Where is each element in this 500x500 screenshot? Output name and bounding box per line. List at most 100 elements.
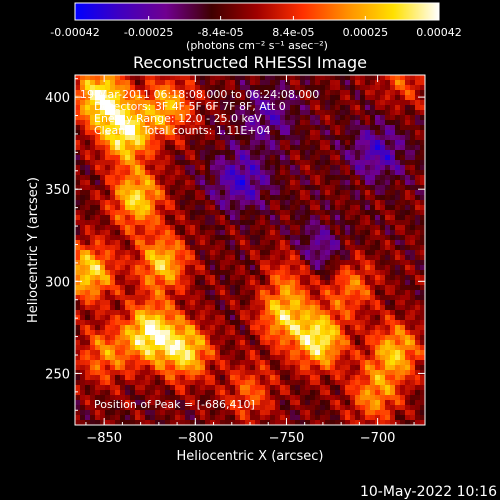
heatmap-cell xyxy=(305,395,311,401)
heatmap-cell xyxy=(190,255,196,261)
heatmap-cell xyxy=(125,115,131,121)
heatmap-cell xyxy=(110,325,116,331)
heatmap-cell xyxy=(400,85,406,91)
heatmap-cell xyxy=(220,150,226,156)
heatmap-cell xyxy=(375,325,381,331)
heatmap-cell xyxy=(120,385,126,391)
heatmap-cell xyxy=(245,155,251,161)
heatmap-cell xyxy=(195,275,201,281)
heatmap-cell xyxy=(340,400,346,406)
heatmap-cell xyxy=(135,95,141,101)
heatmap-cell xyxy=(75,240,81,246)
heatmap-cell xyxy=(315,280,321,286)
heatmap-cell xyxy=(180,360,186,366)
heatmap-cell xyxy=(295,245,301,251)
heatmap-cell xyxy=(260,255,266,261)
heatmap-cell xyxy=(295,100,301,106)
heatmap-cell xyxy=(325,390,331,396)
heatmap-cell xyxy=(315,310,321,316)
heatmap-cell xyxy=(210,95,216,101)
heatmap-cell xyxy=(215,155,221,161)
heatmap-cell xyxy=(95,200,101,206)
heatmap-cell xyxy=(165,380,171,386)
heatmap-cell xyxy=(130,310,136,316)
heatmap-cell xyxy=(180,235,186,241)
heatmap-cell xyxy=(180,365,186,371)
heatmap-cell xyxy=(280,240,286,246)
heatmap-cell xyxy=(215,325,221,331)
heatmap-cell xyxy=(135,365,141,371)
heatmap-cell xyxy=(140,385,146,391)
heatmap-cell xyxy=(345,380,351,386)
heatmap-cell xyxy=(175,140,181,146)
heatmap-cell xyxy=(155,75,161,81)
heatmap-cell xyxy=(345,225,351,231)
heatmap-cell xyxy=(280,255,286,261)
heatmap-cell xyxy=(365,375,371,381)
heatmap-cell xyxy=(340,330,346,336)
heatmap-cell xyxy=(360,420,366,426)
heatmap-cell xyxy=(310,310,316,316)
heatmap-cell xyxy=(85,365,91,371)
heatmap-cell xyxy=(320,235,326,241)
heatmap-cell xyxy=(400,150,406,156)
heatmap-cell xyxy=(385,355,391,361)
heatmap-cell xyxy=(170,380,176,386)
heatmap-cell xyxy=(75,185,81,191)
heatmap-cell xyxy=(115,305,121,311)
heatmap-cell xyxy=(215,215,221,221)
heatmap-cell xyxy=(145,210,151,216)
heatmap-cell xyxy=(220,405,226,411)
heatmap-cell xyxy=(190,320,196,326)
heatmap-cell xyxy=(105,165,111,171)
heatmap-cell xyxy=(285,345,291,351)
heatmap-cell xyxy=(100,270,106,276)
heatmap-cell xyxy=(80,395,86,401)
heatmap-cell xyxy=(385,405,391,411)
heatmap-cell xyxy=(220,420,226,426)
heatmap-cell xyxy=(365,140,371,146)
heatmap-cell xyxy=(110,200,116,206)
heatmap-cell xyxy=(225,155,231,161)
heatmap-cell xyxy=(385,275,391,281)
heatmap-cell xyxy=(230,315,236,321)
heatmap-cell xyxy=(275,150,281,156)
heatmap-cell xyxy=(170,210,176,216)
heatmap-cell xyxy=(235,330,241,336)
heatmap-cell xyxy=(115,270,121,276)
heatmap-cell xyxy=(90,85,96,91)
heatmap-cell xyxy=(365,235,371,241)
heatmap-cell xyxy=(260,90,266,96)
heatmap-cell xyxy=(300,240,306,246)
heatmap-cell xyxy=(285,90,291,96)
heatmap-cell xyxy=(320,155,326,161)
heatmap-cell xyxy=(115,160,121,166)
heatmap-cell xyxy=(250,375,256,381)
heatmap-cell xyxy=(355,330,361,336)
heatmap-cell xyxy=(230,275,236,281)
heatmap-cell xyxy=(285,80,291,86)
heatmap-cell xyxy=(360,340,366,346)
heatmap-cell xyxy=(370,195,376,201)
heatmap-cell xyxy=(410,240,416,246)
heatmap-cell xyxy=(165,375,171,381)
heatmap-cell xyxy=(95,275,101,281)
heatmap-cell xyxy=(205,210,211,216)
heatmap-cell xyxy=(315,255,321,261)
heatmap-cell xyxy=(250,185,256,191)
heatmap-cell xyxy=(375,355,381,361)
heatmap-cell xyxy=(85,335,91,341)
heatmap-cell xyxy=(150,365,156,371)
heatmap-cell xyxy=(325,250,331,256)
heatmap-cell xyxy=(280,75,286,81)
heatmap-cell xyxy=(185,275,191,281)
heatmap-cell xyxy=(90,175,96,181)
heatmap-cell xyxy=(420,240,426,246)
heatmap-cell xyxy=(255,225,261,231)
heatmap-cell xyxy=(370,350,376,356)
heatmap-cell xyxy=(190,110,196,116)
heatmap-cell xyxy=(120,225,126,231)
heatmap-cell xyxy=(95,360,101,366)
heatmap-cell xyxy=(265,275,271,281)
heatmap-cell xyxy=(255,180,261,186)
